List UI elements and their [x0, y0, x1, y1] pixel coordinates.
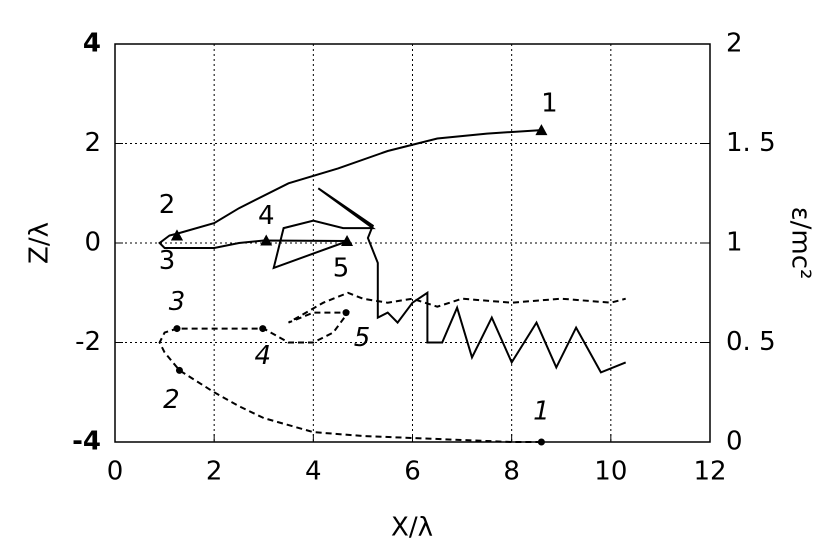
- y-tick-label: 0: [84, 228, 101, 258]
- y-tick-label: -4: [72, 427, 101, 457]
- marker-label: 4: [258, 201, 275, 231]
- x-tick-label: 0: [107, 457, 124, 487]
- marker: [535, 124, 548, 136]
- y2-tick-label: 1. 5: [726, 128, 776, 158]
- y-tick-label: -2: [75, 327, 101, 357]
- marker: [342, 309, 350, 317]
- y2-tick-label: 1: [726, 228, 743, 258]
- marker: [260, 234, 273, 246]
- marker: [537, 438, 545, 446]
- marker-label: 2: [163, 385, 180, 415]
- y-tick-label: 2: [84, 128, 101, 158]
- y-tick-label: 4: [83, 29, 101, 59]
- y2-tick-label: 0. 5: [726, 327, 776, 357]
- marker: [170, 229, 183, 241]
- marker: [173, 325, 181, 333]
- x-axis-label: X/λ: [391, 513, 433, 543]
- y2-tick-label: 0: [726, 427, 743, 457]
- x-tick-label: 10: [594, 457, 627, 487]
- marker-label: 2: [159, 190, 176, 220]
- x-tick-label: 8: [503, 457, 520, 487]
- y2-axis-label: ε/mc²: [786, 207, 816, 280]
- y-axis-label: Z/λ: [25, 222, 55, 264]
- marker-label: 1: [541, 89, 558, 119]
- series-line: [158, 291, 626, 443]
- marker: [341, 235, 354, 247]
- marker-label: 5: [354, 323, 371, 353]
- x-tick-label: 4: [305, 457, 322, 487]
- y2-tick-label: 2: [726, 29, 743, 59]
- marker: [175, 366, 183, 374]
- x-tick-label: 2: [206, 457, 223, 487]
- x-tick-label: 12: [693, 457, 726, 487]
- marker: [259, 325, 267, 333]
- marker-label: 1: [533, 397, 550, 427]
- x-tick-label: 6: [404, 457, 421, 487]
- marker-label: 3: [169, 287, 186, 317]
- marker-label: 3: [159, 246, 176, 276]
- marker-label: 5: [333, 254, 350, 284]
- marker-label: 4: [254, 341, 271, 371]
- series-line: [158, 129, 627, 374]
